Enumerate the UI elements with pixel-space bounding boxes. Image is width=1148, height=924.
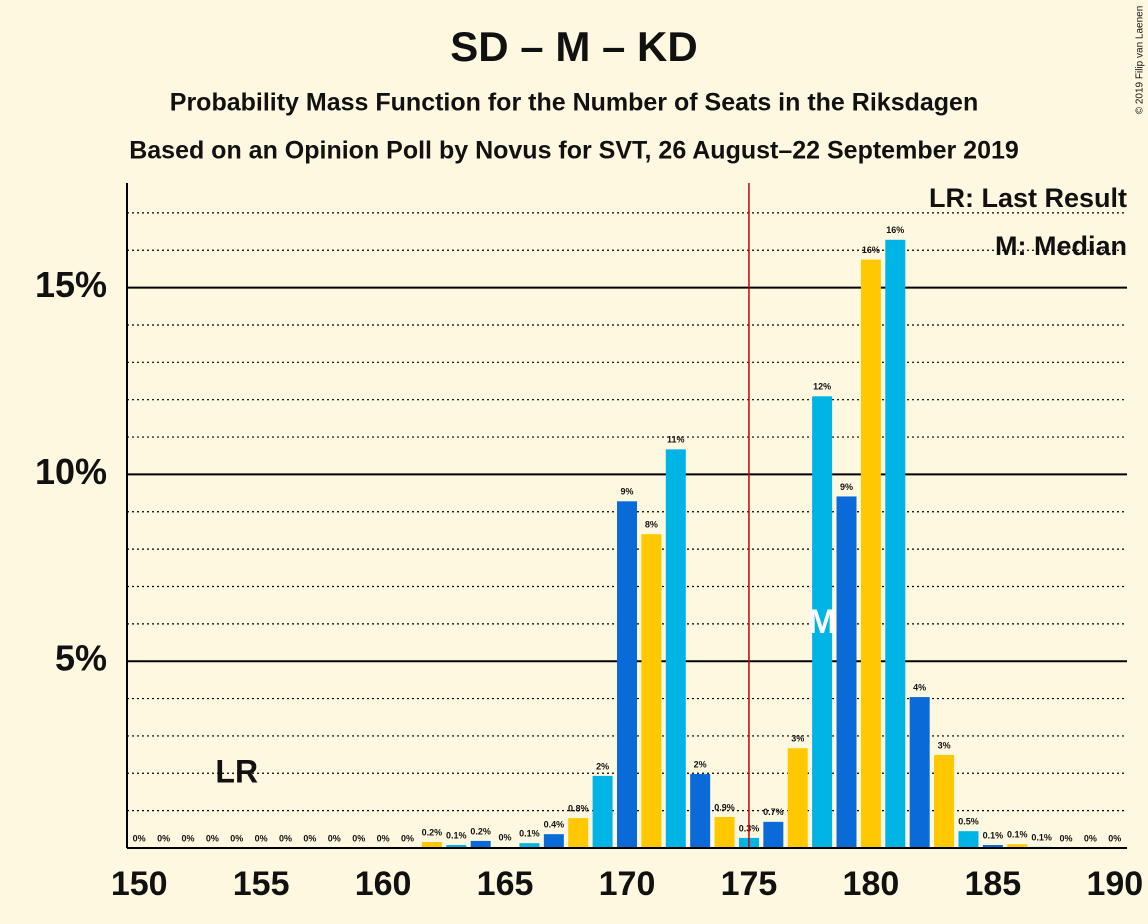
x-tick-label: 150 <box>111 865 168 903</box>
value-label: 0% <box>499 833 512 843</box>
value-label: 0% <box>1108 833 1121 843</box>
bar <box>665 449 686 848</box>
value-label: 0.1% <box>1031 832 1052 842</box>
value-label: 0% <box>206 833 219 843</box>
bar <box>1007 844 1028 848</box>
value-label: 0.1% <box>446 830 467 840</box>
bar <box>787 748 808 848</box>
value-label: 0% <box>352 833 365 843</box>
value-label: 9% <box>620 487 633 497</box>
value-label: 0.2% <box>470 826 491 836</box>
bar <box>641 534 662 848</box>
x-tick-label: 160 <box>355 865 412 903</box>
value-label: 16% <box>886 225 904 235</box>
value-label: 9% <box>840 482 853 492</box>
x-tick-label: 185 <box>964 865 1021 903</box>
bar <box>763 821 784 848</box>
value-label: 0% <box>328 833 341 843</box>
value-label: 12% <box>813 382 831 392</box>
bar <box>909 697 930 848</box>
value-label: 8% <box>645 520 658 530</box>
chart-title: SD – M – KD <box>450 23 697 70</box>
y-tick-label: 15% <box>35 264 107 305</box>
value-label: 0.9% <box>714 802 735 812</box>
chart-subtitle: Based on an Opinion Poll by Novus for SV… <box>129 137 1019 165</box>
value-label: 0% <box>377 833 390 843</box>
x-tick-label: 190 <box>1086 865 1143 903</box>
bar <box>470 840 491 848</box>
value-label: 11% <box>667 435 685 445</box>
x-tick-label: 180 <box>843 865 900 903</box>
bar <box>958 831 979 848</box>
value-label: 0.1% <box>1007 830 1028 840</box>
value-label: 3% <box>791 734 804 744</box>
value-label: 0% <box>157 833 170 843</box>
bar <box>568 818 589 848</box>
x-tick-label: 170 <box>599 865 656 903</box>
legend-entry: LR: Last Result <box>929 183 1127 213</box>
bar <box>543 834 564 848</box>
bar <box>592 775 613 848</box>
value-label: 0% <box>230 833 243 843</box>
value-label: 0.7% <box>763 807 784 817</box>
value-label: 3% <box>938 740 951 750</box>
value-label: 0.2% <box>422 827 443 837</box>
copyright: © 2019 Filip van Laenen <box>1135 6 1146 115</box>
value-label: 4% <box>913 682 926 692</box>
value-label: 0% <box>401 833 414 843</box>
value-label: 0.1% <box>983 830 1004 840</box>
bar <box>421 842 442 848</box>
value-label: 0% <box>181 833 194 843</box>
x-tick-label: 165 <box>477 865 534 903</box>
legend-entry: M: Median <box>995 231 1127 261</box>
y-tick-label: 10% <box>35 451 107 492</box>
bar <box>812 396 833 848</box>
bar <box>885 239 906 849</box>
annotation: M <box>808 603 836 641</box>
value-label: 16% <box>862 245 880 255</box>
value-label: 0% <box>279 833 292 843</box>
value-label: 0% <box>1060 833 1073 843</box>
bar <box>519 843 540 848</box>
value-label: 0% <box>133 833 146 843</box>
bar <box>714 816 735 848</box>
bar <box>982 845 1003 848</box>
value-label: 2% <box>596 761 609 771</box>
value-label: 0.5% <box>958 817 979 827</box>
value-label: 2% <box>694 759 707 769</box>
bar <box>617 501 637 848</box>
bar <box>860 259 881 849</box>
bar <box>446 845 467 848</box>
chart-subtitle: Probability Mass Function for the Number… <box>170 89 978 117</box>
annotation: LR <box>215 753 258 789</box>
bar <box>934 754 955 848</box>
x-tick-label: 175 <box>721 865 778 903</box>
value-label: 0% <box>1084 833 1097 843</box>
value-label: 0% <box>255 833 268 843</box>
bar <box>690 774 711 848</box>
bar <box>836 496 857 848</box>
value-label: 0% <box>303 833 316 843</box>
y-tick-label: 5% <box>55 638 107 679</box>
x-tick-label: 155 <box>233 865 290 903</box>
value-label: 0.1% <box>519 829 540 839</box>
value-label: 0.4% <box>544 820 565 830</box>
value-label: 0.8% <box>568 803 589 813</box>
